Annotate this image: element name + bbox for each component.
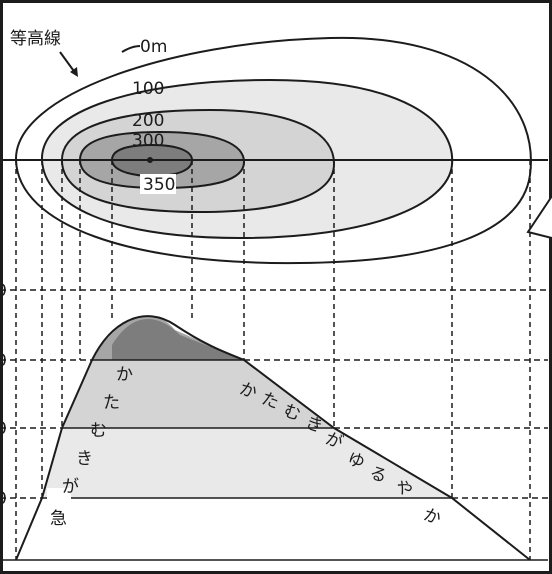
gentle-char: か — [421, 505, 444, 530]
profile-band-0-100 — [16, 498, 530, 560]
steep-char: 急 — [50, 509, 67, 529]
steep-char: む — [90, 421, 107, 441]
label-leader-0m — [121, 45, 141, 53]
gentle-char: る — [367, 463, 390, 488]
gentle-char: む — [281, 401, 304, 426]
gentle-char: た — [259, 389, 282, 414]
title-arrowhead — [70, 67, 78, 77]
gentle-char: が — [323, 429, 346, 454]
contour-label-0m: 0m — [140, 37, 167, 57]
y-tick-label: 0 — [0, 489, 7, 509]
gentle-char: き — [303, 413, 326, 438]
profile-band-summit — [112, 318, 244, 360]
elevation-lines — [0, 289, 548, 561]
gentle-char: や — [393, 477, 416, 502]
contour-label-300: 300 — [132, 131, 164, 151]
gentle-slope-label: か た む き が ゆ る や か — [237, 379, 444, 530]
profile-band-100-200 — [42, 428, 452, 498]
steep-char: か — [116, 365, 133, 385]
contour-label-350: 350 — [143, 175, 175, 195]
y-tick-label: 0 — [0, 351, 7, 371]
gentle-char: ゆ — [345, 449, 368, 474]
steep-char: が — [62, 477, 79, 497]
steep-char: き — [76, 449, 93, 469]
title-label: 等高線 — [10, 29, 61, 49]
steep-label-bg — [47, 488, 71, 534]
contour-label-100: 100 — [132, 79, 164, 99]
steep-slope-label: か た む き が 急 — [47, 365, 133, 534]
gentle-label-bg — [420, 500, 444, 528]
profile-outline — [15, 315, 531, 561]
y-tick-label: 0 — [0, 281, 7, 301]
steep-char: た — [103, 393, 120, 413]
label-bg-350 — [140, 174, 176, 194]
contour-map — [14, 36, 532, 265]
contour-label-200: 200 — [132, 111, 164, 131]
y-tick-label: 0 — [0, 419, 7, 439]
callout-pointer — [526, 195, 552, 239]
gentle-char: か — [237, 379, 260, 404]
profile-section — [15, 315, 531, 561]
